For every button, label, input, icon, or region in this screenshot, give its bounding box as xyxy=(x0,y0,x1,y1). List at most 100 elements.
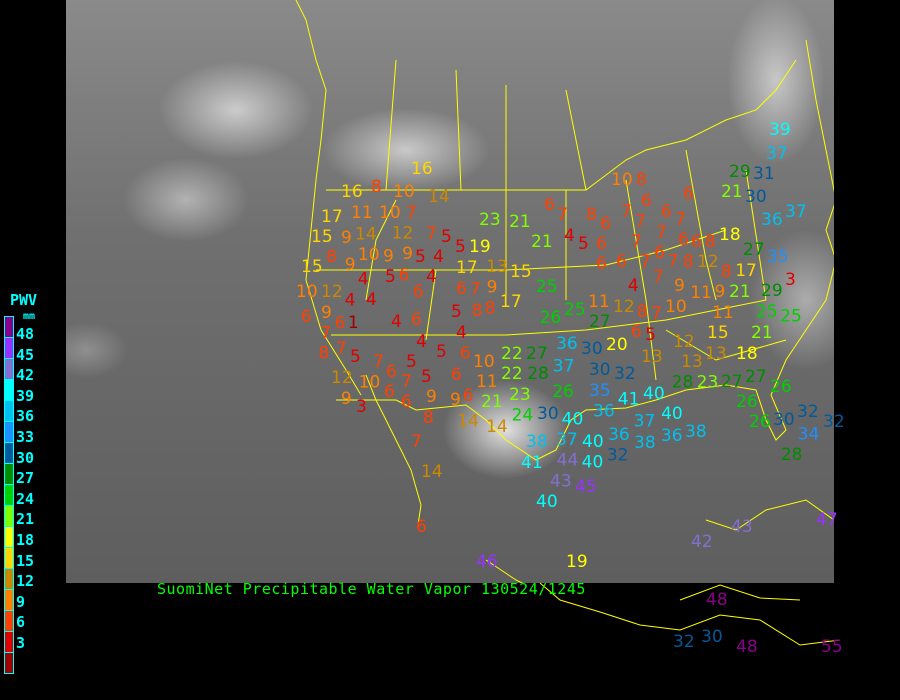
station-pwv-value: 36 xyxy=(608,425,630,445)
station-pwv-value: 6 xyxy=(416,517,427,537)
legend-swatch xyxy=(4,401,14,422)
station-pwv-value: 4 xyxy=(433,247,444,267)
station-pwv-value: 29 xyxy=(761,281,783,301)
station-pwv-value: 6 xyxy=(596,254,607,274)
legend-swatch xyxy=(4,338,14,359)
legend-swatch xyxy=(4,380,14,401)
legend-label: 9 xyxy=(16,592,26,611)
station-pwv-value: 26 xyxy=(770,377,792,397)
legend-label: 18 xyxy=(16,531,35,549)
station-pwv-value: 12 xyxy=(331,368,353,388)
station-pwv-value: 26 xyxy=(749,412,771,432)
station-pwv-value: 6 xyxy=(386,362,397,382)
station-pwv-value: 19 xyxy=(469,237,491,257)
border-line xyxy=(685,149,717,301)
station-pwv-value: 32 xyxy=(614,364,636,384)
legend-label: 39 xyxy=(16,386,35,405)
station-pwv-value: 10 xyxy=(665,297,687,317)
station-pwv-value: 35 xyxy=(767,247,789,267)
station-pwv-value: 17 xyxy=(735,261,757,281)
station-pwv-value: 36 xyxy=(761,210,783,230)
legend-label: 24 xyxy=(16,489,35,508)
border-line xyxy=(625,179,657,381)
station-pwv-value: 11 xyxy=(712,303,734,323)
station-pwv-value: 17 xyxy=(500,292,522,312)
station-pwv-value: 4 xyxy=(358,270,369,290)
station-pwv-value: 9 xyxy=(487,278,498,298)
legend-swatch xyxy=(4,422,14,443)
station-pwv-value: 3 xyxy=(356,397,367,417)
station-pwv-value: 5 xyxy=(406,352,417,372)
station-pwv-value: 6 xyxy=(456,279,467,299)
station-pwv-value: 4 xyxy=(628,276,639,296)
station-pwv-value: 46 xyxy=(476,552,498,572)
station-pwv-value: 9 xyxy=(450,390,461,410)
legend-swatch xyxy=(4,548,14,569)
station-pwv-value: 6 xyxy=(661,202,672,222)
legend-swatch xyxy=(4,443,14,464)
station-pwv-value: 10 xyxy=(393,182,415,202)
station-pwv-value: 26 xyxy=(736,392,758,412)
station-pwv-value: 9 xyxy=(402,244,413,264)
station-pwv-value: 48 xyxy=(706,590,728,610)
station-pwv-value: 32 xyxy=(823,412,845,432)
station-pwv-value: 8 xyxy=(705,232,716,252)
station-pwv-value: 4 xyxy=(564,226,575,246)
legend-label: 21 xyxy=(16,510,35,529)
legend-label: 36 xyxy=(16,407,35,426)
station-pwv-value: 7 xyxy=(635,212,646,232)
station-pwv-value: 27 xyxy=(745,367,767,387)
station-pwv-value: 27 xyxy=(526,344,548,364)
station-pwv-value: 6 xyxy=(616,252,627,272)
satellite-map xyxy=(66,0,834,583)
legend-swatch xyxy=(4,464,14,485)
legend-swatch xyxy=(4,611,14,632)
legend-label: 30 xyxy=(16,448,35,467)
station-pwv-value: 22 xyxy=(501,364,523,384)
station-pwv-value: 48 xyxy=(736,637,758,657)
legend-label: 45 xyxy=(16,345,35,364)
station-pwv-value: 4 xyxy=(426,267,437,287)
station-pwv-value: 13 xyxy=(641,347,663,367)
station-pwv-value: 10 xyxy=(611,170,633,190)
station-pwv-value: 8 xyxy=(636,170,647,190)
station-pwv-value: 14 xyxy=(486,417,508,437)
border-line xyxy=(385,59,397,191)
station-pwv-value: 6 xyxy=(384,382,395,402)
station-pwv-value: 8 xyxy=(683,252,694,272)
station-pwv-value: 9 xyxy=(426,387,437,407)
coastline xyxy=(679,584,801,601)
border-line xyxy=(425,269,437,341)
station-pwv-value: 8 xyxy=(637,302,648,322)
station-pwv-value: 25 xyxy=(780,306,802,326)
station-pwv-value: 17 xyxy=(321,207,343,227)
border-line xyxy=(705,499,834,531)
station-pwv-value: 7 xyxy=(640,252,651,272)
station-pwv-value: 37 xyxy=(556,430,578,450)
station-pwv-value: 32 xyxy=(797,402,819,422)
legend-swatch xyxy=(4,653,14,674)
station-pwv-value: 8 xyxy=(371,177,382,197)
station-pwv-value: 30 xyxy=(537,404,559,424)
station-pwv-value: 24 xyxy=(512,406,534,426)
station-pwv-value: 13 xyxy=(486,257,508,277)
station-pwv-value: 7 xyxy=(373,352,384,372)
station-pwv-value: 21 xyxy=(721,182,743,202)
station-pwv-value: 1 xyxy=(348,313,359,333)
station-pwv-value: 43 xyxy=(731,517,753,537)
coastline xyxy=(539,582,841,646)
station-pwv-value: 9 xyxy=(674,276,685,296)
legend-swatch xyxy=(4,569,14,590)
station-pwv-value: 36 xyxy=(593,402,615,422)
station-pwv-value: 6 xyxy=(460,343,471,363)
station-pwv-value: 9 xyxy=(341,389,352,409)
station-pwv-value: 11 xyxy=(351,203,373,223)
border-line xyxy=(455,69,462,191)
border-line xyxy=(365,199,397,301)
station-pwv-value: 30 xyxy=(773,410,795,430)
station-pwv-value: 9 xyxy=(383,247,394,267)
station-pwv-value: 40 xyxy=(582,453,604,473)
station-pwv-value: 6 xyxy=(451,365,462,385)
border-line xyxy=(336,39,834,461)
station-pwv-value: 7 xyxy=(656,223,667,243)
